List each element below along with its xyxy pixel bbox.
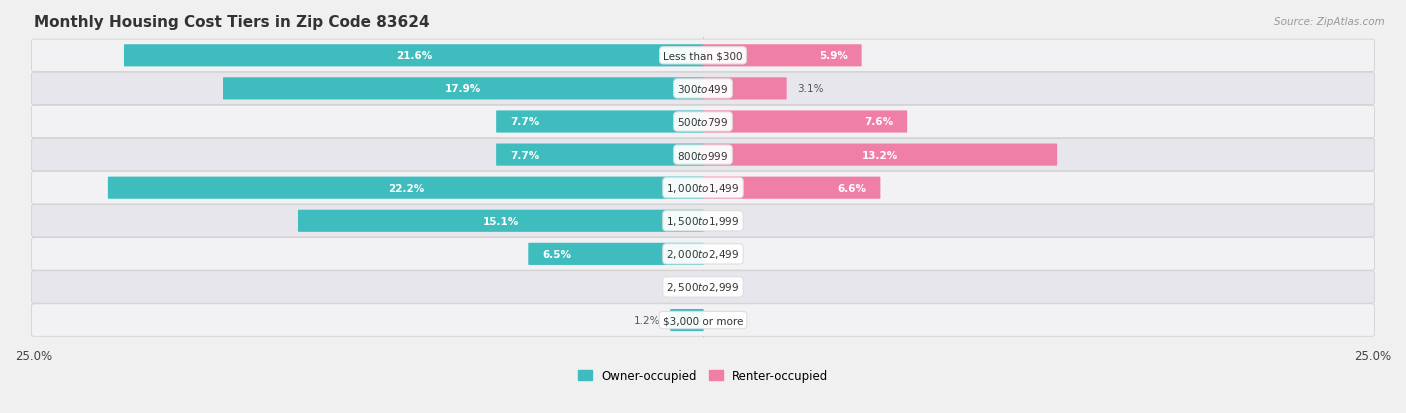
FancyBboxPatch shape [31, 40, 1375, 72]
Text: 0.0%: 0.0% [714, 315, 740, 325]
Text: $2,000 to $2,499: $2,000 to $2,499 [666, 248, 740, 261]
FancyBboxPatch shape [124, 45, 703, 67]
FancyBboxPatch shape [224, 78, 703, 100]
Text: 1.2%: 1.2% [634, 315, 661, 325]
Text: $1,500 to $1,999: $1,500 to $1,999 [666, 215, 740, 228]
Text: 7.7%: 7.7% [510, 150, 540, 160]
Text: Monthly Housing Cost Tiers in Zip Code 83624: Monthly Housing Cost Tiers in Zip Code 8… [34, 15, 429, 30]
FancyBboxPatch shape [108, 177, 703, 199]
FancyBboxPatch shape [496, 144, 703, 166]
Text: 17.9%: 17.9% [446, 84, 481, 94]
FancyBboxPatch shape [703, 111, 907, 133]
Legend: Owner-occupied, Renter-occupied: Owner-occupied, Renter-occupied [572, 364, 834, 387]
Text: 15.1%: 15.1% [482, 216, 519, 226]
Text: Source: ZipAtlas.com: Source: ZipAtlas.com [1274, 17, 1385, 26]
Text: 0.0%: 0.0% [714, 216, 740, 226]
FancyBboxPatch shape [31, 238, 1375, 271]
Text: $1,000 to $1,499: $1,000 to $1,499 [666, 182, 740, 195]
Text: $300 to $499: $300 to $499 [678, 83, 728, 95]
Text: 13.2%: 13.2% [862, 150, 898, 160]
Text: $2,500 to $2,999: $2,500 to $2,999 [666, 281, 740, 294]
Text: 6.5%: 6.5% [543, 249, 571, 259]
Text: 3.1%: 3.1% [797, 84, 824, 94]
FancyBboxPatch shape [298, 210, 703, 232]
FancyBboxPatch shape [31, 304, 1375, 337]
FancyBboxPatch shape [529, 243, 703, 265]
FancyBboxPatch shape [31, 73, 1375, 105]
Text: 0.0%: 0.0% [666, 282, 692, 292]
Text: $3,000 or more: $3,000 or more [662, 315, 744, 325]
FancyBboxPatch shape [703, 45, 862, 67]
Text: 0.0%: 0.0% [714, 282, 740, 292]
Text: 7.6%: 7.6% [865, 117, 893, 127]
Text: 22.2%: 22.2% [388, 183, 423, 193]
FancyBboxPatch shape [703, 144, 1057, 166]
FancyBboxPatch shape [671, 309, 703, 331]
FancyBboxPatch shape [496, 111, 703, 133]
FancyBboxPatch shape [31, 139, 1375, 171]
Text: $800 to $999: $800 to $999 [678, 149, 728, 161]
Text: 21.6%: 21.6% [395, 51, 432, 61]
Text: 0.0%: 0.0% [714, 249, 740, 259]
Text: 6.6%: 6.6% [838, 183, 866, 193]
FancyBboxPatch shape [703, 177, 880, 199]
Text: Less than $300: Less than $300 [664, 51, 742, 61]
Text: $500 to $799: $500 to $799 [678, 116, 728, 128]
FancyBboxPatch shape [31, 172, 1375, 204]
Text: 7.7%: 7.7% [510, 117, 540, 127]
FancyBboxPatch shape [31, 205, 1375, 237]
FancyBboxPatch shape [703, 78, 787, 100]
Text: 5.9%: 5.9% [818, 51, 848, 61]
FancyBboxPatch shape [31, 106, 1375, 138]
FancyBboxPatch shape [31, 271, 1375, 304]
